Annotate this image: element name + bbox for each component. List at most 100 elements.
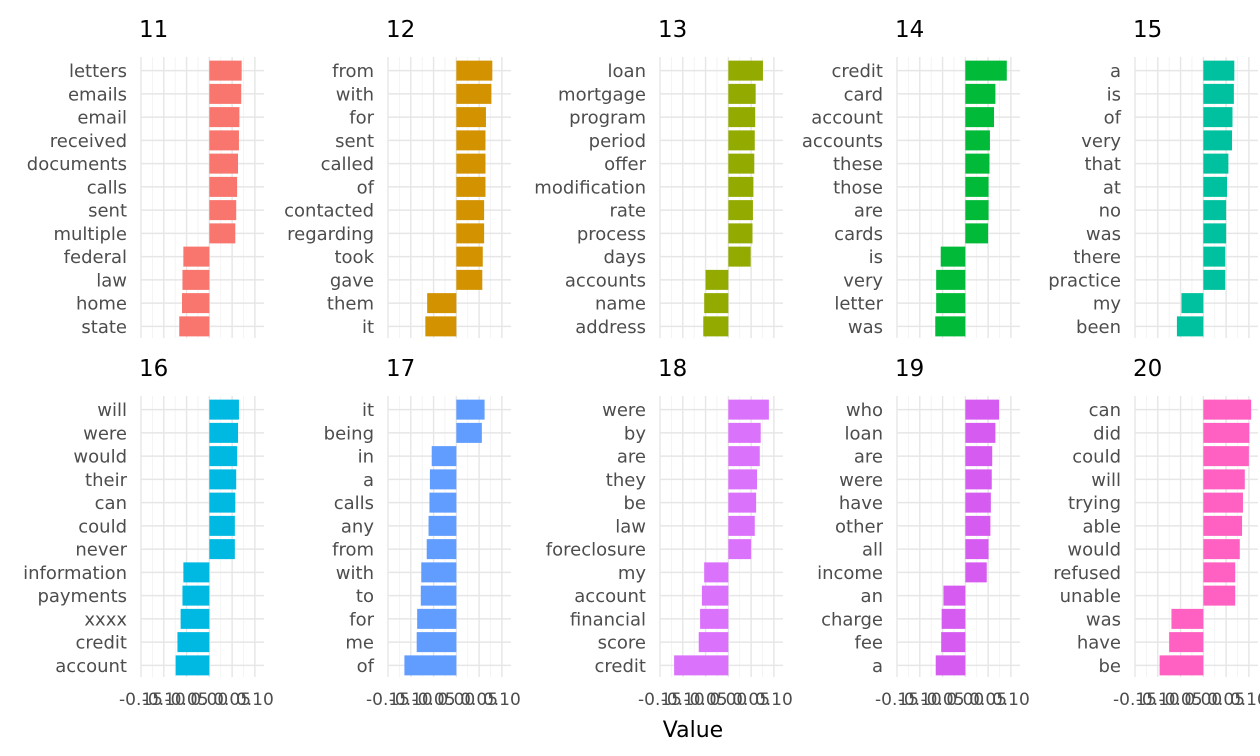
bar [420,585,457,606]
category-label: rate [609,201,646,222]
bar [177,632,210,653]
category-label: credit [76,633,127,654]
bar [1176,316,1204,337]
category-label: these [833,154,883,175]
category-label: have [839,493,883,514]
category-label: called [321,154,374,175]
category-label: name [595,294,646,315]
bar [456,153,486,174]
bar [1203,130,1233,151]
bar [943,585,966,606]
category-label: credit [832,61,883,82]
bar [183,246,210,267]
category-label: from [332,540,374,561]
x-tick-label: 0.10 [483,690,521,710]
category-label: credit [595,656,646,677]
bar [965,130,990,151]
category-label: law [615,516,646,537]
bar [705,269,729,290]
x-tick-label: -0.05 [1159,690,1203,710]
bar [965,60,1007,81]
category-label: received [50,131,127,152]
facet-title: 19 [895,356,924,382]
category-label: never [75,540,127,561]
category-label: process [577,224,646,245]
facet-title: 20 [1133,356,1162,382]
category-label: account [811,108,883,129]
bar [728,539,752,560]
bar [425,316,457,337]
category-label: were [602,400,646,421]
category-label: would [1067,540,1121,561]
x-tick-label: -0.10 [661,690,705,710]
category-label: is [1107,84,1121,105]
bar [728,469,758,490]
bar [456,399,485,420]
category-label: could [1072,447,1121,468]
category-label: in [358,447,374,468]
bar [1203,269,1226,290]
bar [1203,469,1245,490]
category-label: being [324,423,374,444]
bar [728,60,763,81]
x-tick-label: 0.05 [732,690,770,710]
category-label: my [618,563,647,584]
x-tick-label: -0.10 [898,690,942,710]
x-tick-label: 0.00 [437,690,475,710]
x-tick-label: 0.10 [755,690,793,710]
bar [456,246,483,267]
x-tick-label: 0.05 [460,690,498,710]
category-label: was [1086,609,1121,630]
category-label: was [1086,224,1121,245]
category-label: gave [330,270,374,291]
bar [965,539,989,560]
x-tick-label: 0.00 [946,690,984,710]
category-label: loan [608,61,646,82]
category-label: regarding [287,224,374,245]
x-tick-label: -0.05 [684,690,728,710]
bar [1169,632,1204,653]
category-label: they [606,470,647,491]
x-tick-label: -0.15 [366,690,410,710]
bar [179,316,210,337]
bar [209,200,237,221]
bar [674,655,729,676]
bar [182,293,210,314]
x-tick-label: 0.05 [1207,690,1245,710]
bar [180,608,210,629]
bar [456,422,482,443]
bar [965,446,993,467]
bar [1203,399,1252,420]
category-label: for [349,609,374,630]
bar [704,293,729,314]
x-tick-label: -0.10 [142,690,186,710]
bar [728,176,754,197]
category-label: all [862,540,883,561]
bar [965,399,1000,420]
category-label: accounts [802,131,883,152]
category-label: it [362,400,374,421]
bar [728,83,756,104]
bar [1203,246,1226,267]
bar [965,492,991,513]
category-label: mortgage [558,84,646,105]
category-label: who [846,400,883,421]
category-label: email [77,108,127,129]
x-tick-label: 0.05 [969,690,1007,710]
x-tick-label: -0.05 [165,690,209,710]
bar [728,399,769,420]
category-label: were [83,423,127,444]
category-label: a [872,656,883,677]
category-label: to [356,586,374,607]
bar [209,492,236,513]
bar [935,316,966,337]
category-label: an [861,586,883,607]
category-label: by [624,423,646,444]
bar [1203,200,1227,221]
category-label: no [1099,201,1121,222]
category-label: it [362,317,374,338]
bar [1203,176,1228,197]
category-label: cards [834,224,883,245]
